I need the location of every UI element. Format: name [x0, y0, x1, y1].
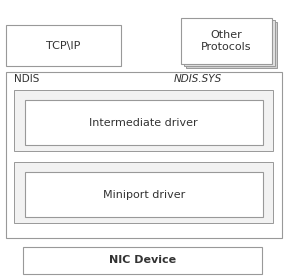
Text: NDIS: NDIS — [14, 75, 40, 84]
Bar — [184, 20, 275, 66]
Text: Other
Protocols: Other Protocols — [201, 30, 251, 52]
Text: Miniport driver: Miniport driver — [103, 189, 185, 200]
Text: NDIS.SYS: NDIS.SYS — [173, 75, 222, 84]
Text: NIC Device: NIC Device — [109, 255, 176, 265]
Text: Intermediate driver: Intermediate driver — [90, 117, 198, 128]
Bar — [23, 247, 262, 274]
Bar — [6, 25, 121, 66]
Text: TCP\IP: TCP\IP — [47, 41, 81, 51]
Bar — [14, 162, 273, 223]
Bar — [25, 172, 263, 217]
Bar — [181, 18, 272, 64]
Bar — [14, 90, 273, 151]
Bar — [25, 100, 263, 145]
Bar — [6, 72, 282, 238]
Bar — [186, 22, 277, 68]
